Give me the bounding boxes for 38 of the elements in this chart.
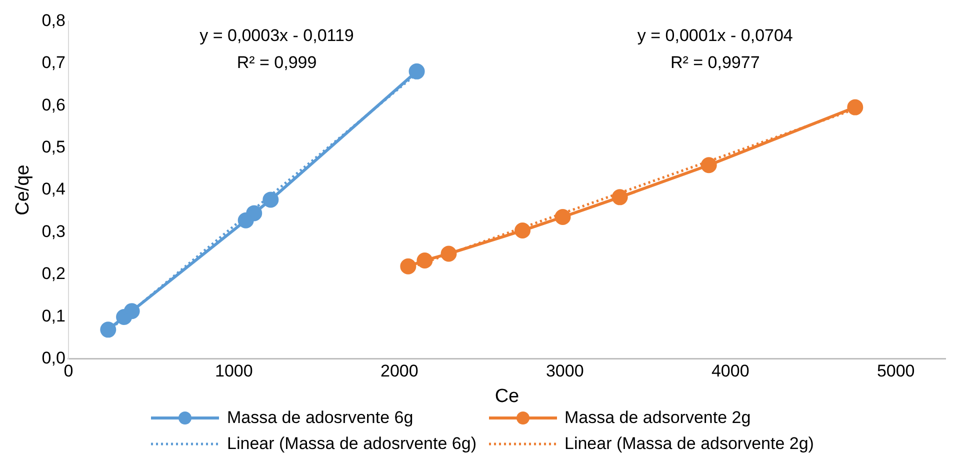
y-tick-label: 0,7 xyxy=(42,53,66,72)
point xyxy=(847,99,864,116)
y-tick-label: 0,8 xyxy=(42,10,66,30)
annotation: R² = 0,999 xyxy=(236,52,317,72)
annotation: R² = 0,9977 xyxy=(670,52,760,72)
y-tick-label: 0,6 xyxy=(42,95,66,114)
legend-label: Massa de adsorvente 2g xyxy=(564,408,751,428)
point xyxy=(514,222,531,239)
point xyxy=(554,209,571,226)
y-tick-label: 0,2 xyxy=(42,264,66,284)
legend-label: Massa de adosrvente 6g xyxy=(227,408,414,428)
y-tick-label: 0,1 xyxy=(42,306,66,326)
x-tick-label: 4000 xyxy=(711,362,750,381)
legend-label: Linear (Massa de adsorvente 2g) xyxy=(564,434,814,454)
point xyxy=(408,63,425,80)
point xyxy=(700,157,717,174)
x-tick-label: 3000 xyxy=(546,362,584,381)
annotation: y = 0,0001x - 0,0704 xyxy=(637,26,793,45)
x-tick-label: 5000 xyxy=(876,362,915,381)
point xyxy=(246,205,262,222)
point xyxy=(124,303,140,320)
y-tick-label: 0,4 xyxy=(42,180,66,199)
x-tick-label: 0 xyxy=(64,362,74,381)
point xyxy=(100,322,116,338)
x-axis-title: Ce xyxy=(494,386,520,407)
annotation: y = 0,0003x - 0,0119 xyxy=(200,26,354,45)
x-tick-label: 1000 xyxy=(215,362,253,381)
x-tick-label: 2000 xyxy=(380,362,418,381)
point xyxy=(400,258,416,274)
y-axis-title: Ce/qe xyxy=(12,164,34,216)
y-tick-label: 0,5 xyxy=(42,137,66,156)
point xyxy=(612,189,628,206)
point xyxy=(440,246,457,262)
point xyxy=(416,252,433,268)
y-tick-label: 0,0 xyxy=(42,348,66,368)
y-tick-label: 0,3 xyxy=(42,222,66,241)
legend-label: Linear (Massa de adosrvente 6g) xyxy=(227,434,476,454)
point xyxy=(262,192,279,208)
